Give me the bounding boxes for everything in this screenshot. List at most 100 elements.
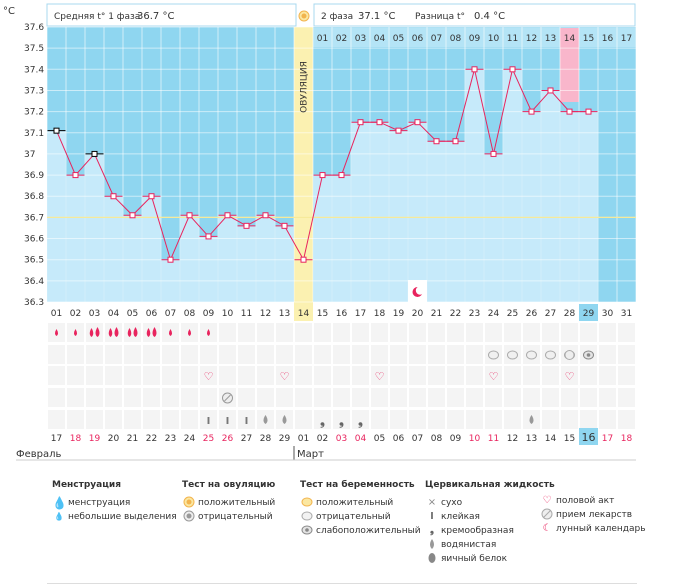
heavy-drop-icon	[108, 328, 113, 337]
symbol-cell	[162, 410, 179, 429]
ovulation-label: ОВУЛЯЦИЯ	[300, 61, 310, 113]
symbol-cell	[143, 366, 160, 385]
symbol-cell	[466, 410, 483, 429]
symbol-cell	[48, 388, 65, 407]
symbol-cell	[238, 323, 255, 342]
heart-icon: ♡	[280, 370, 290, 383]
temperature-bar	[427, 141, 446, 302]
pregnancy-faint-icon	[300, 524, 314, 538]
symbol-cell	[447, 410, 464, 429]
phase2-day-label: 08	[450, 34, 462, 44]
symbol-cell	[561, 410, 578, 429]
symbol-cell	[295, 345, 312, 364]
y-tick-label: 37.3	[24, 86, 44, 96]
symbol-cell	[67, 388, 84, 407]
phase2-day-label: 16	[602, 34, 614, 44]
symbol-cell	[105, 366, 122, 385]
legend-item: водянистая	[425, 538, 555, 552]
date-label: 21	[127, 434, 138, 444]
heavy-drop-icon: 💧	[52, 496, 67, 510]
symbol-cell	[485, 388, 502, 407]
heart-icon: ♡	[204, 370, 214, 383]
symbol-cell	[200, 366, 217, 385]
date-label: 04	[355, 434, 367, 444]
symbol-cell	[67, 366, 84, 385]
heart-icon: ♡	[375, 370, 385, 383]
date-label: 15	[564, 434, 575, 444]
symbol-cell	[409, 345, 426, 364]
symbol-cell	[523, 366, 540, 385]
phase2-day-label: 14	[564, 34, 576, 44]
temperature-point	[509, 66, 516, 73]
temperature-point	[585, 108, 592, 115]
symbol-cell	[599, 345, 616, 364]
symbol-cell	[561, 366, 578, 385]
symbol-cell	[390, 388, 407, 407]
temperature-bar	[275, 225, 294, 302]
symbol-cell	[618, 345, 635, 364]
temperature-point	[395, 127, 402, 134]
symbol-cell	[352, 388, 369, 407]
temperature-bar	[503, 69, 522, 302]
date-label: 26	[222, 434, 234, 444]
date-label: 18	[621, 434, 633, 444]
date-label: 14	[545, 434, 557, 444]
cycle-day-label: 29	[583, 309, 595, 319]
ovulation-column	[294, 27, 313, 321]
moon-icon: ☾	[542, 523, 552, 534]
date-label: 27	[241, 434, 252, 444]
diff-label: Разница t°	[415, 12, 465, 22]
watery-icon	[425, 538, 439, 552]
plot-area: 01 02 03 04 05 06 07 08 09 10 11 12 13 14 15 16 17	[46, 26, 637, 321]
cycle-day-label: 02	[70, 309, 81, 319]
temperature-bar	[465, 69, 484, 302]
legend-item: положительный	[300, 496, 421, 510]
phase2-day-label: 11	[507, 34, 518, 44]
symbol-cell	[447, 345, 464, 364]
small-drop-icon	[55, 329, 58, 336]
legend-item: ❟ кремообразная	[425, 524, 555, 538]
legend-title: Тест на овуляцию	[182, 480, 276, 490]
symbol-cell	[314, 323, 331, 342]
symbol-cell	[219, 366, 236, 385]
symbol-cell	[371, 345, 388, 364]
temperature-point	[547, 87, 554, 94]
heavy-drop-icon	[127, 328, 132, 337]
temperature-point	[338, 172, 345, 179]
date-label: 12	[507, 434, 518, 444]
symbol-cell	[143, 323, 160, 342]
phase1-value: 36.7 °C	[137, 11, 174, 22]
y-tick-label: 37.1	[24, 129, 44, 139]
symbol-cell	[409, 323, 426, 342]
symbol-cell	[371, 323, 388, 342]
symbol-cell	[67, 410, 84, 429]
cycle-day-label: 03	[89, 309, 100, 319]
symbol-cell	[181, 366, 198, 385]
phase2-day-label: 06	[412, 34, 424, 44]
cycle-day-label: 25	[507, 309, 518, 319]
temperature-point	[148, 193, 155, 200]
symbol-cell	[105, 410, 122, 429]
day-rows: 01 02 03 04 05 06 07 08 09 10 11 12 13 14 15 16 17 18 19 20…	[16, 304, 636, 461]
month-label: Февраль	[16, 449, 62, 460]
symbol-cell	[200, 410, 217, 429]
cycle-day-label: 06	[146, 309, 158, 319]
symbol-cell	[143, 345, 160, 364]
symbol-cell	[143, 388, 160, 407]
cycle-day-label: 14	[298, 309, 310, 319]
cycle-day-label: 18	[374, 309, 386, 319]
temperature-point	[566, 108, 573, 115]
symbol-cell	[238, 410, 255, 429]
symbol-cell	[523, 323, 540, 342]
symbol-cell	[162, 345, 179, 364]
highlight-column	[560, 28, 579, 102]
symbol-cell	[276, 388, 293, 407]
symbol-cell	[542, 410, 559, 429]
temperature-point	[72, 172, 79, 179]
dry-icon: ×	[427, 497, 437, 508]
date-label: 18	[70, 434, 82, 444]
month-label: Март	[297, 449, 324, 460]
date-label: 06	[393, 434, 405, 444]
cycle-day-label: 28	[564, 309, 576, 319]
